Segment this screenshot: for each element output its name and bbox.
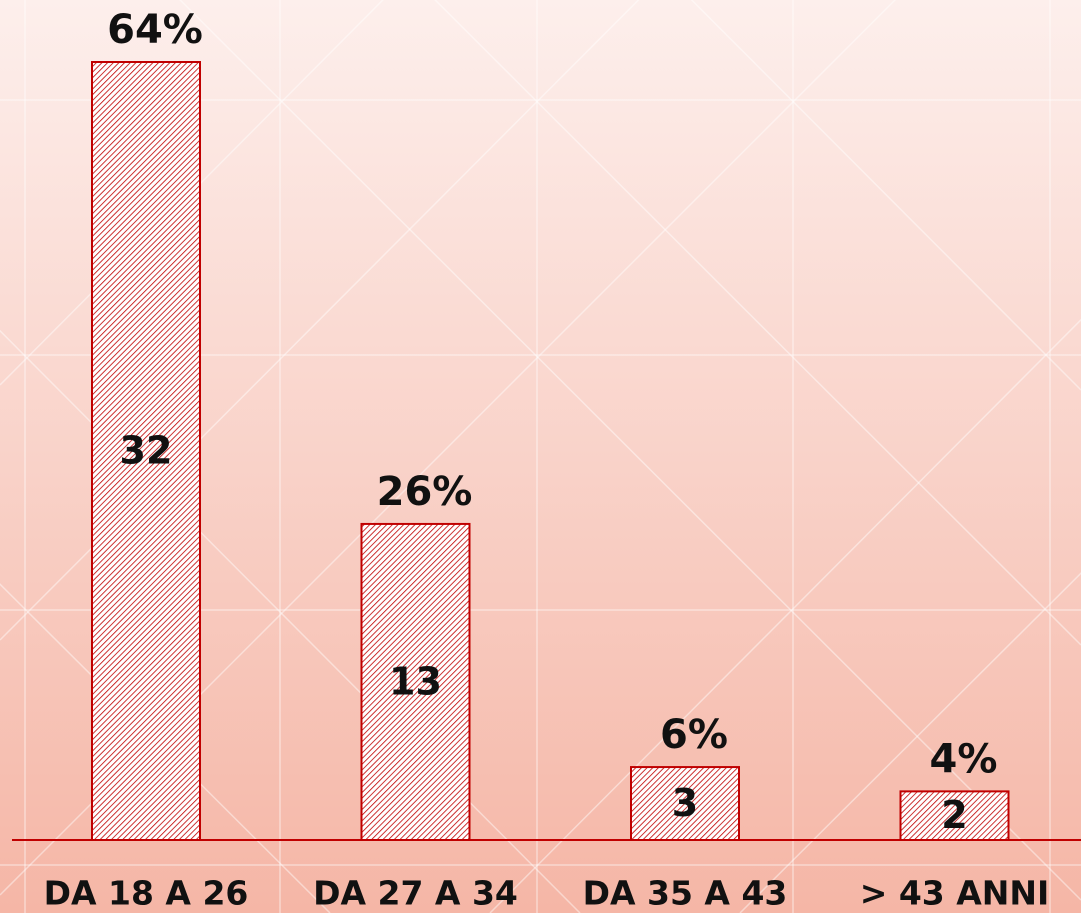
x-tick-label: > 43 ANNI <box>860 874 1050 913</box>
bar <box>360 522 471 841</box>
value-label: 13 <box>389 659 442 703</box>
value-label: 3 <box>672 781 698 825</box>
value-label: 2 <box>941 793 967 837</box>
value-label: 32 <box>120 429 173 473</box>
bar <box>91 61 201 841</box>
x-tick-label: DA 18 A 26 <box>44 874 249 913</box>
share-label: 64% <box>107 7 203 53</box>
x-tick-label: DA 35 A 43 <box>583 874 788 913</box>
x-tick-label: DA 27 A 34 <box>313 874 518 913</box>
share-label: 26% <box>377 469 473 515</box>
share-label: 6% <box>660 712 728 758</box>
bar <box>630 766 740 841</box>
share-label: 4% <box>930 736 998 782</box>
